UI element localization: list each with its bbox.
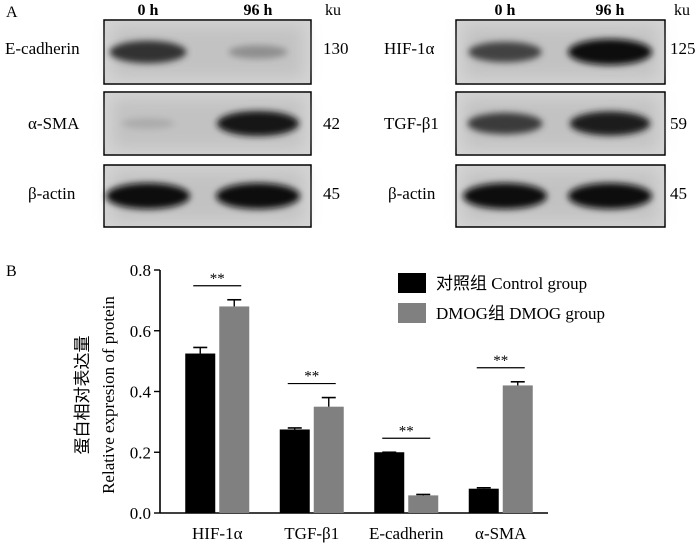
x-tick-label-3: α-SMA <box>475 524 527 543</box>
right-size-1: 59 <box>670 114 687 133</box>
significance-marker-0: ** <box>210 271 225 287</box>
y-axis-label-cn: 蛋白相对表达量 <box>73 336 92 455</box>
y-tick-label-2: 0.4 <box>130 383 152 402</box>
bar-1-1 <box>313 406 344 513</box>
right-band-1-1 <box>569 111 651 136</box>
right-band-0-1 <box>568 39 652 65</box>
right-protein-0: HIF-1α <box>384 39 435 58</box>
right-band-0-0 <box>468 41 542 63</box>
y-axis-label: Relative expresion of protein <box>99 296 118 494</box>
left-band-0-1 <box>228 45 288 59</box>
legend-label-0: 对照组 Control group <box>436 274 587 293</box>
x-tick-label-1: TGF-β1 <box>284 524 339 543</box>
bar-1-2 <box>408 495 439 513</box>
significance-marker-2: ** <box>399 423 414 439</box>
legend-swatch-0 <box>398 273 426 293</box>
right-protein-1: TGF-β1 <box>384 114 439 133</box>
x-tick-label-0: HIF-1α <box>192 524 243 543</box>
left-band-1-0 <box>121 118 175 129</box>
right-band-1-0 <box>467 112 543 135</box>
left-size-2: 45 <box>323 184 340 203</box>
right-band-2-0 <box>463 183 547 209</box>
legend-label-1: DMOG组 DMOG group <box>436 304 605 323</box>
left-protein-0: E-cadherin <box>5 39 80 58</box>
bar-1-0 <box>219 306 250 513</box>
left-band-2-1 <box>216 183 300 209</box>
bar-0-3 <box>468 488 499 513</box>
y-tick-label-4: 0.8 <box>130 261 151 280</box>
y-tick-label-3: 0.6 <box>130 322 151 341</box>
legend-swatch-1 <box>398 303 426 323</box>
right-blot-boxes <box>455 19 666 228</box>
left-blot-boxes <box>103 19 312 228</box>
left-protein-1: α-SMA <box>28 114 80 133</box>
right-size-2: 45 <box>670 184 687 203</box>
right-size-0: 125 <box>670 39 696 58</box>
left-size-1: 42 <box>323 114 340 133</box>
bar-chart: 0.0 0.2 0.4 0.6 0.8 HIF-1α ** TGF-β1 ** E-cadheri… <box>130 261 605 543</box>
left-protein-2: β-actin <box>28 184 76 203</box>
left-band-1-1 <box>216 110 300 137</box>
bar-1-3 <box>502 385 533 513</box>
left-size-0: 130 <box>323 39 349 58</box>
right-blot-group: 0 h 96 h ku HIF-1α TGF-β1 β-actin 125 59… <box>384 2 696 228</box>
right-unit-label: ku <box>674 2 690 19</box>
right-lane-label-1: 96 h <box>596 2 625 19</box>
right-band-2-1 <box>568 183 652 209</box>
left-lane-label-1: 96 h <box>244 2 273 19</box>
panel-a-label: A <box>6 4 18 21</box>
significance-marker-1: ** <box>304 369 319 385</box>
left-lane-label-0: 0 h <box>138 2 159 19</box>
x-tick-label-2: E-cadherin <box>369 524 444 543</box>
left-band-0-0 <box>109 40 187 64</box>
right-protein-2: β-actin <box>388 184 436 203</box>
y-tick-label-0: 0.0 <box>130 504 151 523</box>
left-unit-label: ku <box>325 2 341 19</box>
left-blot-group: 0 h 96 h ku E-cadherin α-SMA β-actin 130… <box>5 2 349 228</box>
bar-0-0 <box>185 353 216 513</box>
bar-0-1 <box>279 429 310 513</box>
significance-marker-3: ** <box>493 353 508 369</box>
y-tick-label-1: 0.2 <box>130 443 151 462</box>
left-band-2-0 <box>106 183 190 209</box>
bar-0-2 <box>374 452 405 513</box>
right-lane-label-0: 0 h <box>495 2 516 19</box>
panel-b-label: B <box>6 263 17 280</box>
